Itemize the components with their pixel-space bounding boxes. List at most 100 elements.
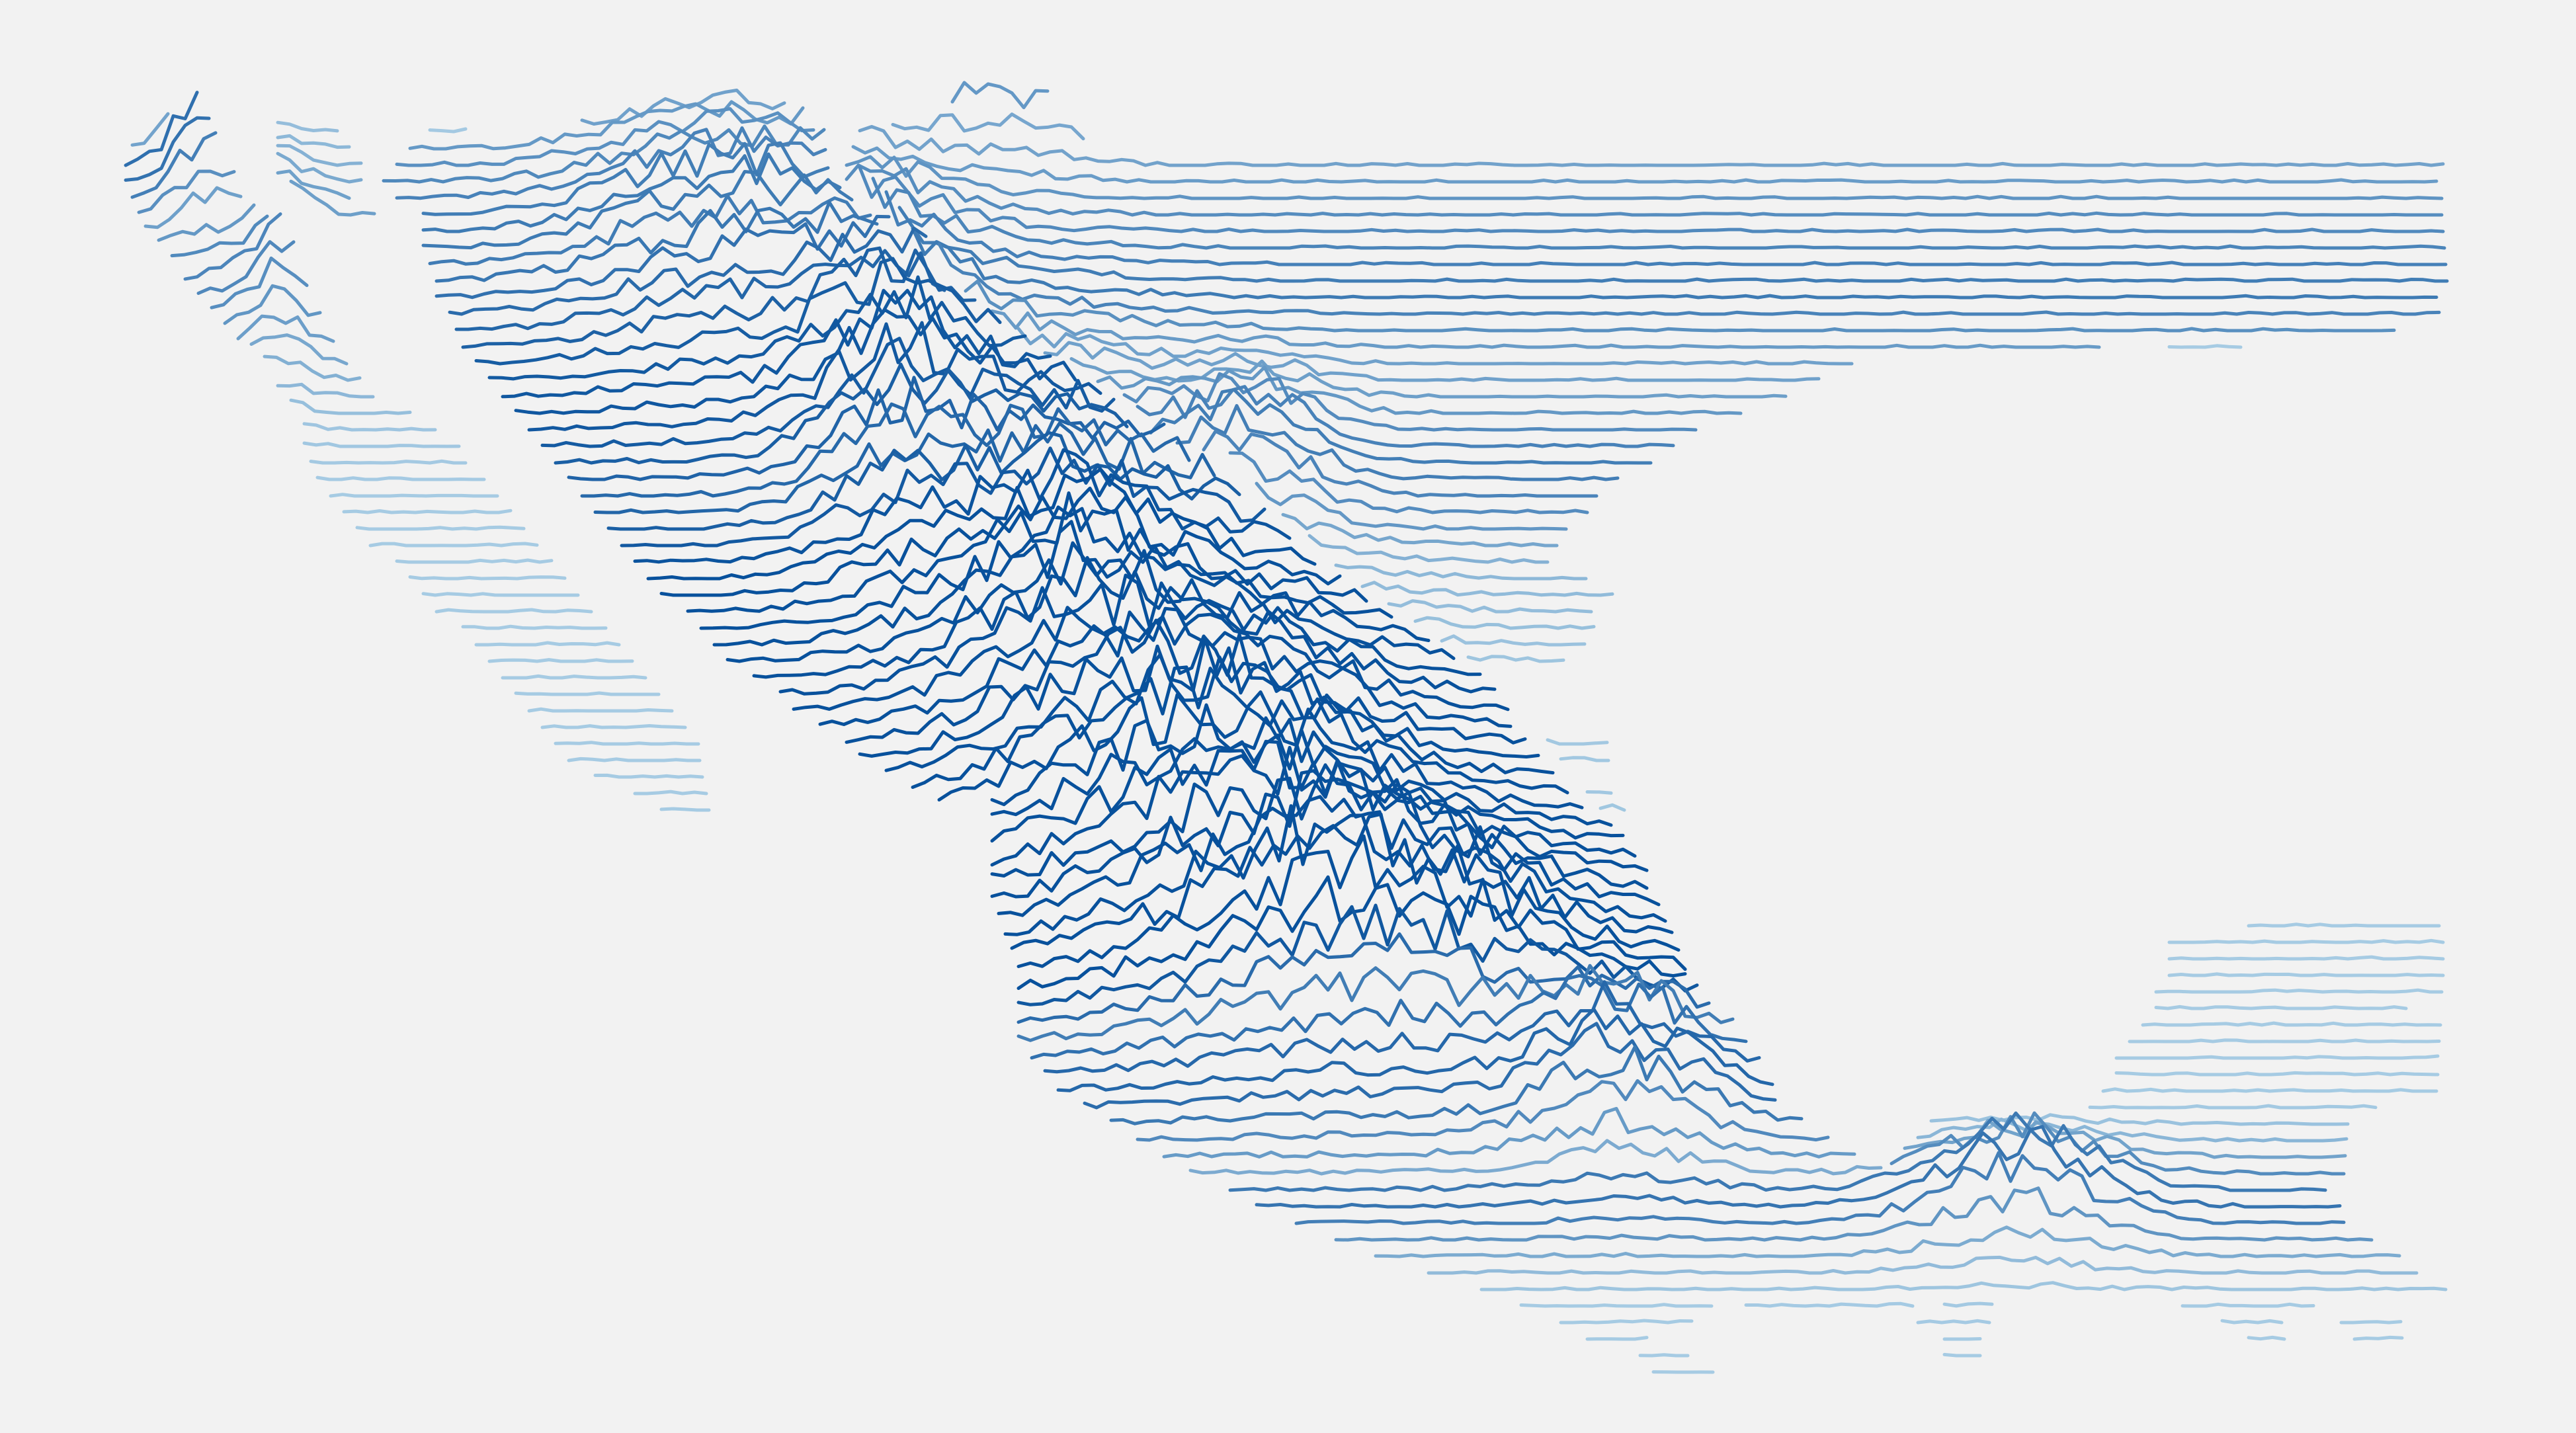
ridge-line [428, 194, 872, 266]
ridge-line [659, 807, 711, 812]
ridge-line [263, 354, 362, 382]
ridge-line [395, 558, 554, 564]
ridge-line [276, 134, 351, 149]
ridge-line [1559, 1319, 1694, 1325]
ridge-line [2339, 1320, 2403, 1325]
ridge-line [408, 100, 805, 151]
ridge-line [435, 214, 891, 300]
ridge-line [1109, 1045, 1804, 1126]
ridge-line [1175, 404, 1620, 481]
ridge-line [964, 279, 2396, 333]
ridge-line [990, 703, 1613, 827]
ridge-line [461, 624, 608, 630]
ridge-line [2181, 1302, 2315, 1308]
ridge-line [686, 491, 1368, 613]
ridge-line [223, 284, 322, 325]
ridge-line [474, 257, 1002, 366]
ridge-line [1360, 581, 1614, 597]
ridge-line [858, 637, 1540, 758]
ridge-line [1599, 803, 1626, 812]
ridge-line [395, 107, 815, 167]
ridge-line [421, 170, 854, 250]
ridge-line [1638, 1353, 1690, 1358]
ridge-line [315, 475, 486, 481]
ridge-line [1017, 834, 1687, 971]
ridge-line [2141, 1021, 2442, 1027]
ridge-line [2167, 972, 2445, 977]
ridge-line [540, 724, 687, 729]
ridge-line [1017, 963, 1735, 1042]
ridge-line [580, 402, 1191, 498]
ridge-line [2167, 938, 2445, 944]
ridge-line [289, 179, 376, 217]
ridge-line [435, 200, 879, 283]
ridge-line [2114, 1054, 2440, 1060]
ridge-line [990, 745, 1649, 872]
ridge-line [1149, 388, 1653, 465]
ridge-line [2154, 988, 2444, 994]
ridge-line [1916, 1319, 1991, 1325]
ridge-line [2114, 1071, 2440, 1077]
ridge-line [435, 608, 593, 614]
ridge-line [1519, 1303, 1714, 1308]
ridge-line [606, 430, 1241, 531]
ridge-line [778, 573, 1497, 696]
ridge-line [2352, 1335, 2404, 1341]
ridge-line [428, 127, 468, 134]
ridge-line [990, 769, 1661, 907]
ridge-line [752, 555, 1482, 679]
ridge-line [276, 382, 375, 399]
ridge-line [1942, 1337, 1982, 1341]
ridge-line [990, 739, 1637, 858]
ridge-line [514, 308, 1077, 415]
ridge-line [1427, 1255, 2419, 1275]
ridge-line [911, 227, 2438, 300]
ridge-line [1122, 372, 1698, 432]
ridge-line [1255, 1125, 2342, 1209]
ridge-line [1136, 385, 1675, 448]
ridge-line [990, 309, 2101, 349]
ridge-line [144, 186, 243, 229]
ridge-line [1255, 481, 1568, 531]
ridge-line [858, 165, 2445, 233]
ridge-line [2154, 1004, 2408, 1010]
ridge-line [911, 665, 1569, 795]
ridge-line [845, 155, 2444, 200]
ridge-line [554, 741, 700, 746]
ridge-line [170, 214, 269, 258]
ridge-line [1030, 973, 1748, 1060]
ridge-line [130, 112, 170, 147]
ridge-line [540, 337, 1116, 448]
ridge-line [1744, 1301, 1915, 1308]
ridge-line [891, 112, 1085, 141]
ridge-line [1017, 932, 1711, 1024]
ridge-line [659, 486, 1342, 597]
ridge-line [395, 126, 827, 200]
ridge-line [633, 448, 1292, 564]
ridge-line [858, 125, 2445, 167]
ridge-line [2088, 1104, 2378, 1110]
ridge-line [897, 206, 2449, 283]
ridge-line [421, 152, 842, 233]
ridge-line [124, 91, 199, 167]
ridge-line [567, 757, 702, 762]
ridge-line [593, 773, 704, 779]
ridge-line [157, 203, 256, 242]
ridge-line [124, 116, 211, 182]
ridge-line [501, 674, 647, 680]
ridge-line [2128, 1038, 2441, 1044]
ridge-line [1003, 804, 1674, 936]
ridge-line [1069, 357, 1788, 399]
ridge-line [448, 226, 928, 316]
ridge-line [487, 275, 1027, 381]
ridge-line [2167, 955, 2445, 961]
ridge-line [712, 520, 1431, 647]
ridge-line [1281, 512, 1559, 548]
ridge-line [289, 398, 412, 415]
ridge-line [2247, 1335, 2286, 1341]
ridge-line [1228, 1111, 2327, 1192]
ridge-line [1585, 790, 1613, 795]
ridge-line [302, 422, 437, 432]
ridge-line [1942, 1352, 1982, 1358]
